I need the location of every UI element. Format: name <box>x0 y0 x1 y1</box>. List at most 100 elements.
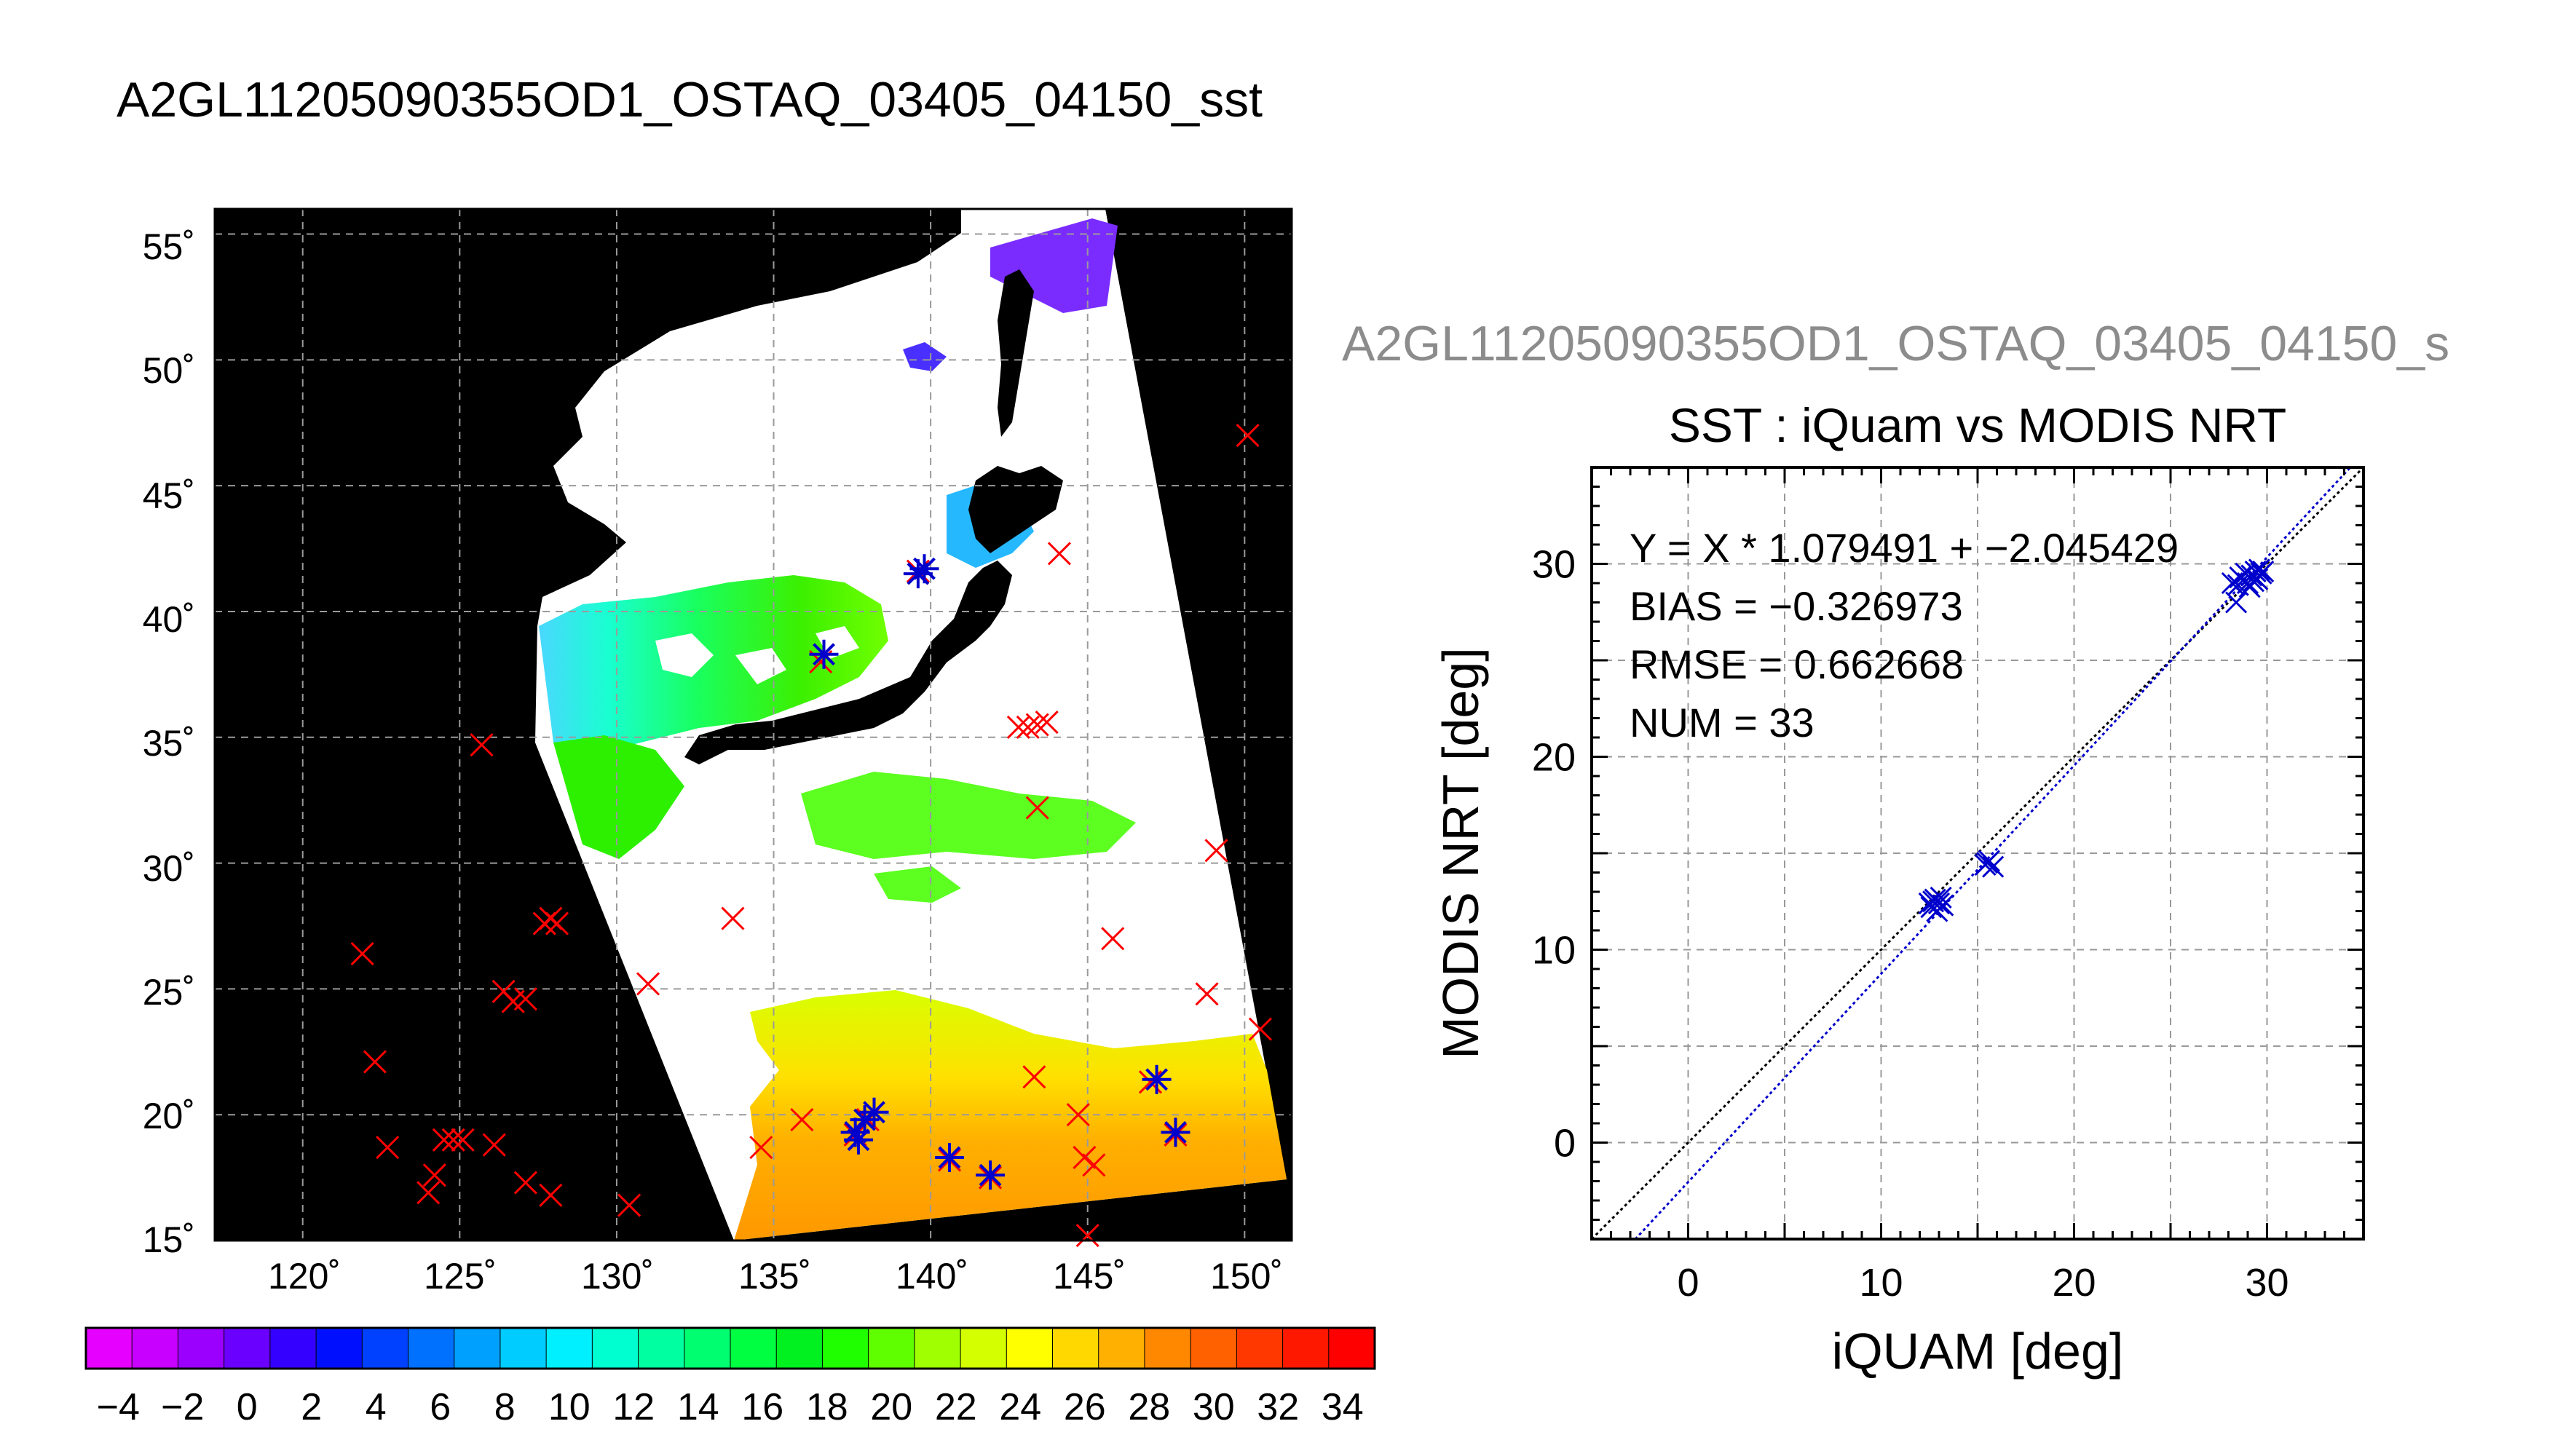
y-tick-label: 30 <box>1532 543 1576 587</box>
scatter-plot: A2GL11205090355OD1_OSTAQ_03405_04150_s S… <box>1342 316 2449 1380</box>
colorbar-frame <box>84 1326 1376 1370</box>
colorbar-cell <box>316 1328 363 1369</box>
obs-marker-red <box>376 1136 400 1160</box>
obs-marker-red <box>721 906 745 930</box>
obs-marker-red <box>422 1163 446 1187</box>
scatter-xlabel: iQUAM [deg] <box>1832 1323 2124 1380</box>
x-tick-label: 20 <box>2052 1261 2096 1305</box>
map-observations <box>350 423 1272 1248</box>
map-frame <box>213 207 1293 1242</box>
obs-marker-red <box>539 1183 563 1207</box>
colorbar-cell <box>776 1328 823 1369</box>
y-tick-label: 20 <box>1532 736 1576 780</box>
obs-marker-blue <box>1161 1117 1190 1147</box>
obs-marker-blue <box>909 554 939 584</box>
sst-field-east-china-sea <box>553 735 684 859</box>
colorbar-cell <box>1006 1328 1053 1369</box>
colorbar-cells <box>86 1328 1375 1369</box>
obs-marker-red <box>1195 982 1219 1006</box>
obs-marker-red <box>1066 1103 1090 1127</box>
colorbar-cell <box>362 1328 408 1369</box>
colorbar-cell <box>454 1328 501 1369</box>
obs-marker-red <box>545 911 569 935</box>
lon-tick-label: 145˚ <box>1053 1256 1126 1297</box>
scatter-point <box>2244 561 2267 583</box>
colorbar-cell <box>868 1328 915 1369</box>
sst-field-north-2 <box>903 342 947 371</box>
colorbar-tick-label: 28 <box>1128 1386 1170 1428</box>
y-tick-label: 10 <box>1532 929 1576 973</box>
obs-marker-red <box>350 941 374 966</box>
colorbar-tick-label: 16 <box>741 1386 783 1428</box>
map-lon-labels: 120˚ 125˚ 130˚ 135˚ 140˚ 145˚ 150˚ <box>268 1256 1283 1297</box>
colorbar-cell <box>1236 1328 1284 1369</box>
scatter-point <box>1927 892 1951 914</box>
lat-tick-label: 30˚ <box>143 848 195 889</box>
x-tick-label: 30 <box>2245 1261 2289 1305</box>
sst-map: 15˚ 20˚ 25˚ 30˚ 35˚ 40˚ 45˚ 50˚ 55˚ 120˚… <box>143 207 1293 1297</box>
colorbar-labels: −4 −2 0 2 4 6 8 10 12 14 16 18 20 22 24 26 28 30 32 34 <box>97 1386 1364 1428</box>
lat-tick-label: 50˚ <box>143 350 195 391</box>
identity-line <box>1592 467 2364 1239</box>
colorbar-cell <box>178 1328 225 1369</box>
sst-field-pacific-green-2 <box>874 866 961 903</box>
colorbar-cell <box>1144 1328 1191 1369</box>
scatter-point <box>2248 558 2270 581</box>
colorbar-tick-label: 14 <box>677 1386 719 1428</box>
scatter-title: SST : iQuam vs MODIS NRT <box>1669 398 2286 452</box>
lon-tick-label: 135˚ <box>738 1256 811 1297</box>
colorbar-cell <box>1282 1328 1330 1369</box>
sst-field-pacific-green <box>801 772 1136 859</box>
scatter-point <box>2225 591 2248 614</box>
scatter-point <box>2227 574 2249 596</box>
x-tick-label: 0 <box>1677 1261 1699 1305</box>
cloud-patches <box>655 626 859 684</box>
obs-marker-red <box>1204 839 1228 863</box>
colorbar-tick-label: 8 <box>494 1386 516 1428</box>
lon-tick-label: 150˚ <box>1210 1256 1283 1297</box>
obs-marker-blue <box>859 1097 889 1127</box>
lat-tick-label: 55˚ <box>143 226 195 267</box>
obs-marker-red <box>1236 423 1260 448</box>
obs-marker-red <box>1101 927 1125 951</box>
scatter-point <box>1922 890 1945 913</box>
obs-marker-red <box>1025 713 1049 737</box>
obs-marker-blue <box>976 1160 1006 1190</box>
colorbar-tick-label: 2 <box>301 1386 322 1428</box>
colorbar-cell <box>960 1328 1007 1369</box>
obs-marker-red <box>482 1133 506 1157</box>
colorbar-cell <box>1190 1328 1237 1369</box>
obs-marker-red <box>432 1128 456 1152</box>
scatter-grid <box>1592 467 2364 1239</box>
colorbar-tick-label: 30 <box>1193 1386 1235 1428</box>
obs-marker-red <box>1082 1153 1106 1177</box>
scatter-super-title: A2GL11205090355OD1_OSTAQ_03405_04150_s <box>1342 316 2449 371</box>
colorbar-cell <box>1098 1328 1145 1369</box>
obs-marker-red <box>416 1181 441 1205</box>
colorbar-cell <box>822 1328 869 1369</box>
obs-marker-red <box>451 1128 475 1152</box>
lat-tick-label: 35˚ <box>143 723 195 764</box>
land-sakhalin <box>998 269 1034 437</box>
lon-tick-label: 125˚ <box>424 1256 497 1297</box>
obs-marker-red <box>470 733 494 757</box>
lat-tick-label: 25˚ <box>143 972 195 1013</box>
obs-marker-blue <box>934 1142 964 1172</box>
obs-marker-red <box>1006 715 1030 740</box>
colorbar-cell <box>684 1328 731 1369</box>
colorbar-tick-label: −4 <box>97 1386 140 1428</box>
colorbar-tick-label: 12 <box>612 1386 655 1428</box>
scatter-point <box>1930 886 1952 909</box>
sst-field-south <box>734 990 1287 1241</box>
stats-rmse: RMSE = 0.662668 <box>1630 641 1964 687</box>
obs-marker-red <box>1022 1065 1046 1089</box>
obs-marker-red <box>441 1128 465 1152</box>
obs-marker-blue <box>843 1125 873 1155</box>
obs-marker-red <box>636 972 660 996</box>
lon-tick-label: 130˚ <box>581 1256 654 1297</box>
obs-marker-red <box>1047 542 1071 566</box>
obs-marker-blue <box>1142 1064 1172 1094</box>
colorbar-tick-label: 6 <box>430 1386 451 1428</box>
obs-marker-red <box>1025 796 1049 820</box>
colorbar-tick-label: 10 <box>548 1386 591 1428</box>
